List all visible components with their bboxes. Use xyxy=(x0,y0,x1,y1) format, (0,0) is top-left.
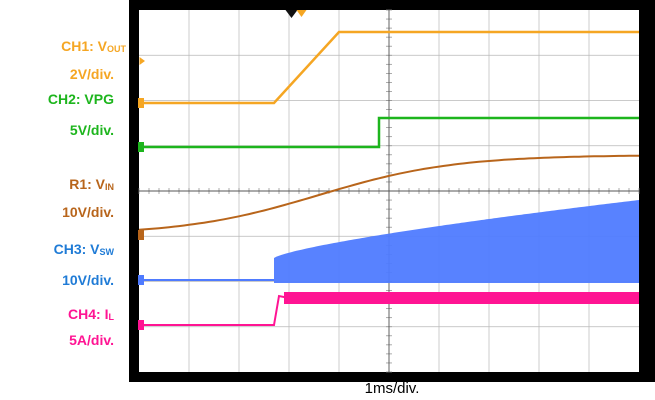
ch4-scale-label: 5A/div. xyxy=(69,332,114,348)
ch4-name-label: CH4: IL xyxy=(6,306,114,324)
ch1-name-sub: OUT xyxy=(107,44,126,54)
scope-screen xyxy=(138,9,640,373)
r1-name-sub: IN xyxy=(105,182,114,192)
ch4-il-ripple-band xyxy=(284,292,639,304)
ch2-vpg-trace xyxy=(139,116,639,149)
ch4-name-main: CH4: I xyxy=(68,306,109,322)
trigger-position-marker xyxy=(285,10,298,18)
trigger-level-marker xyxy=(139,57,145,65)
ch2-scale-label: 5V/div. xyxy=(69,122,114,138)
ch1-name-main: CH1: V xyxy=(61,38,107,54)
ch2-name-label: CH2: VPG xyxy=(6,91,114,107)
r1-scale-label: 10V/div. xyxy=(62,204,114,220)
ch2-name-main: CH2: VPG xyxy=(47,91,114,107)
r1-vin-trace xyxy=(138,154,639,231)
ch4-ground-marker xyxy=(138,320,144,330)
scope-markers xyxy=(138,10,307,330)
ch3-name-main: CH3: V xyxy=(53,241,100,257)
ch4-name-sub: L xyxy=(108,312,115,322)
time-base-label: 1ms/div. xyxy=(364,380,420,397)
ch1-name-label: CH1: VOUT xyxy=(6,38,126,56)
scope-traces xyxy=(138,30,639,326)
r1-name-label: R1: VIN xyxy=(6,176,114,194)
ch3-ground-marker xyxy=(138,275,144,285)
trigger-delay-marker xyxy=(296,10,307,17)
ch3-scale-label: 10V/div. xyxy=(62,272,114,288)
scope-frame xyxy=(129,0,655,382)
ch1-ground-marker xyxy=(138,98,144,108)
ch3-vsw-envelope xyxy=(274,200,639,283)
ch3-name-label: CH3: VSW xyxy=(6,241,114,259)
r1-name-main: R1: V xyxy=(69,176,105,192)
ch1-scale-label: 2V/div. xyxy=(69,66,114,82)
r1-ground-marker xyxy=(138,230,144,240)
ch3-name-sub: SW xyxy=(99,247,115,257)
ch1-vout-trace xyxy=(139,30,639,105)
ch2-ground-marker xyxy=(138,142,144,152)
